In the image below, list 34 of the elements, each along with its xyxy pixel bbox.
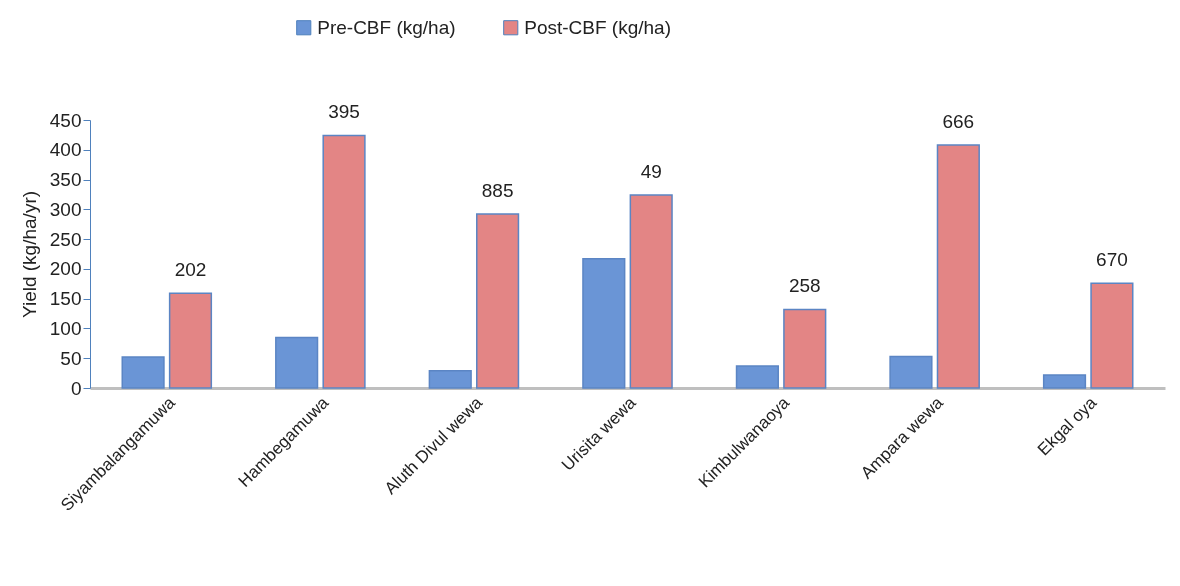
- y-tick-label: 300: [49, 198, 82, 220]
- bar: [582, 258, 626, 389]
- bar: [889, 355, 933, 389]
- y-tick-label: 400: [49, 139, 82, 161]
- bar: [1042, 374, 1087, 389]
- y-tick-label: 0: [70, 377, 82, 399]
- bar: [121, 356, 165, 389]
- annotation: 202: [174, 259, 207, 281]
- annotation: 395: [328, 101, 360, 123]
- annotation: 666: [942, 111, 975, 133]
- bar: [322, 134, 366, 389]
- bar: [1090, 282, 1134, 389]
- bar: [936, 144, 980, 389]
- annotation: 885: [481, 180, 514, 202]
- bar: [735, 365, 779, 389]
- bar: [428, 369, 472, 389]
- bar: [783, 308, 827, 389]
- y-axis-title: Yield (kg/ha/yr): [18, 190, 40, 319]
- y-tick-label: 100: [49, 317, 82, 339]
- legend-label: Post-CBF (kg/ha): [524, 16, 672, 38]
- y-tick-label: 350: [49, 169, 82, 191]
- y-tick-label: 450: [49, 109, 82, 131]
- bar: [476, 213, 520, 389]
- y-tick-label: 250: [49, 228, 82, 250]
- annotation: 49: [640, 161, 662, 183]
- annotation: 258: [788, 275, 821, 297]
- bar: [275, 336, 319, 389]
- bar: [168, 292, 213, 389]
- y-tick-label: 150: [49, 288, 82, 310]
- y-tick-label: 200: [49, 258, 82, 280]
- legend-label: Pre-CBF (kg/ha): [317, 16, 456, 38]
- bar: [629, 194, 673, 389]
- annotation: 670: [1096, 249, 1128, 271]
- y-tick-label: 50: [60, 347, 82, 369]
